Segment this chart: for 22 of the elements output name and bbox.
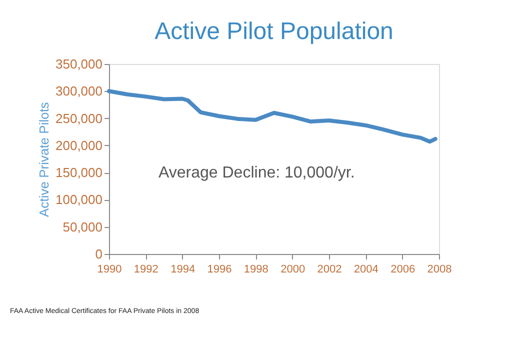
x-tick-label: 2002 [317,264,342,276]
x-tick-label: 1998 [244,264,268,276]
y-axis-title: Active Private Pilots [36,102,52,217]
x-tick-label: 2004 [354,264,378,276]
x-tick-label: 1994 [170,264,196,276]
y-tick-label: 100,000 [56,192,102,208]
y-tick-label: 0 [95,246,102,262]
y-tick-label: 150,000 [56,165,102,180]
y-tick-label: 250,000 [56,110,102,126]
y-tick-label: 200,000 [56,138,102,153]
x-tick-label: 1996 [207,264,232,276]
line-series [107,89,438,144]
x-tick-label: 2008 [427,264,452,276]
y-tick-label: 300,000 [56,84,102,99]
x-tick-label: 2000 [280,264,306,276]
x-tick-label: 1992 [134,264,158,276]
chart-title: Active Pilot Population [154,18,394,45]
annotation: Average Decline: 10,000/yr. [158,164,355,182]
x-tick-label: 1990 [97,264,122,276]
y-tick-label: 350,000 [56,56,102,72]
x-tick-label: 2006 [390,264,416,276]
y-tick-label: 50,000 [62,219,102,234]
